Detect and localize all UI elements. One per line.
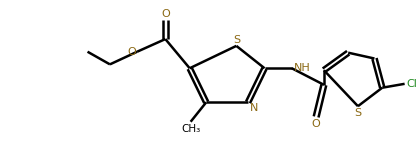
Text: O: O xyxy=(127,47,136,57)
Text: S: S xyxy=(233,35,240,45)
Text: Cl: Cl xyxy=(406,79,416,89)
Text: O: O xyxy=(161,9,170,19)
Text: N: N xyxy=(250,103,258,113)
Text: O: O xyxy=(312,119,320,129)
Text: NH: NH xyxy=(294,63,310,73)
Text: CH₃: CH₃ xyxy=(181,124,200,134)
Text: S: S xyxy=(354,108,362,118)
